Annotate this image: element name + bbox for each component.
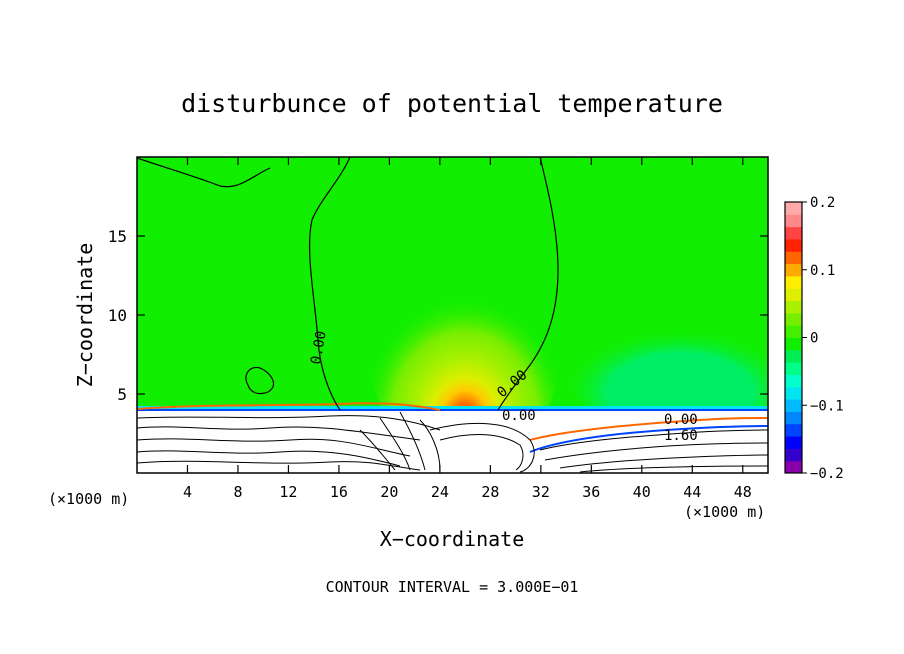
x-tick-label: 48 [734, 483, 752, 501]
contour-label: 0.00 [308, 330, 330, 366]
colorbar-swatch [785, 423, 802, 437]
x-tick-label: 32 [532, 483, 550, 501]
orange-contour [137, 402, 768, 441]
contour-interval-note: CONTOUR INTERVAL = 3.000E−01 [326, 578, 579, 596]
colorbar-tick-label: −0.1 [810, 398, 844, 414]
x-tick-label: 4 [183, 483, 192, 501]
y-axis: 5 10 15 [108, 227, 768, 404]
x-axis: 4 8 12 16 20 24 28 32 36 40 44 48 [183, 157, 752, 501]
colorbar-swatch [785, 362, 802, 375]
colorbar-tick-label: 0.2 [810, 195, 835, 211]
colorbar-tick-label: 0 [810, 331, 818, 347]
x-unit-left: (×1000 m) [48, 490, 129, 508]
x-tick-label: 16 [330, 483, 348, 501]
colorbar-ticks: 0.2 0.1 0 −0.1 −0.2 [802, 195, 844, 482]
contour-label: 0.00 [664, 412, 698, 428]
plot-area [137, 157, 768, 473]
colorbar-swatch [785, 238, 802, 252]
colorbar-swatch [785, 436, 802, 449]
contour-label: 1.60 [664, 428, 698, 444]
x-tick-label: 12 [279, 483, 297, 501]
colorbar-swatch [785, 202, 802, 215]
colorbar-tick-label: 0.1 [810, 263, 835, 279]
x-tick-label: 8 [233, 483, 242, 501]
x-tick-label: 40 [633, 483, 651, 501]
zero-contours [137, 157, 559, 411]
colorbar-swatch [785, 251, 802, 265]
cold-layer-band-2 [137, 409, 768, 411]
blue-contour [529, 425, 768, 453]
cool-anomaly [570, 315, 768, 435]
y-tick-label: 10 [108, 306, 127, 325]
colorbar-swatch [785, 349, 802, 363]
colorbar-swatch [785, 411, 802, 425]
colorbar-swatch [785, 399, 802, 412]
colorbar-swatch [785, 275, 802, 289]
y-axis-label: Z−coordinate [73, 243, 97, 388]
colorbar-swatch [785, 214, 802, 228]
colorbar-swatch [785, 263, 802, 277]
x-unit-right: (×1000 m) [684, 503, 765, 521]
x-tick-label: 24 [431, 483, 449, 501]
colorbar-swatch [785, 325, 802, 338]
chart-title: disturbunce of potential temperature [181, 89, 723, 118]
x-tick-label: 36 [582, 483, 600, 501]
colorbar-swatch [785, 300, 802, 314]
y-tick-label: 5 [117, 385, 127, 404]
cold-layer-band [137, 406, 768, 409]
x-tick-label: 20 [380, 483, 398, 501]
colorbar-swatch [785, 337, 802, 351]
colorbar-tick-label: −0.2 [810, 466, 844, 482]
x-tick-label: 44 [683, 483, 701, 501]
colorbar-swatch [785, 448, 802, 462]
y-tick-label: 15 [108, 227, 127, 246]
x-axis-label: X−coordinate [380, 527, 525, 551]
x-tick-label: 28 [481, 483, 499, 501]
colorbar-swatch [785, 386, 802, 400]
colorbar-swatch [785, 374, 802, 388]
colorbar-swatch [785, 288, 802, 302]
colorbar-swatch [785, 460, 802, 474]
surface-contours [137, 411, 768, 473]
contour-label: 0.00 [502, 408, 536, 424]
colorbar [784, 201, 803, 474]
colorbar-swatch [785, 312, 802, 326]
colorbar-swatch [785, 226, 802, 240]
